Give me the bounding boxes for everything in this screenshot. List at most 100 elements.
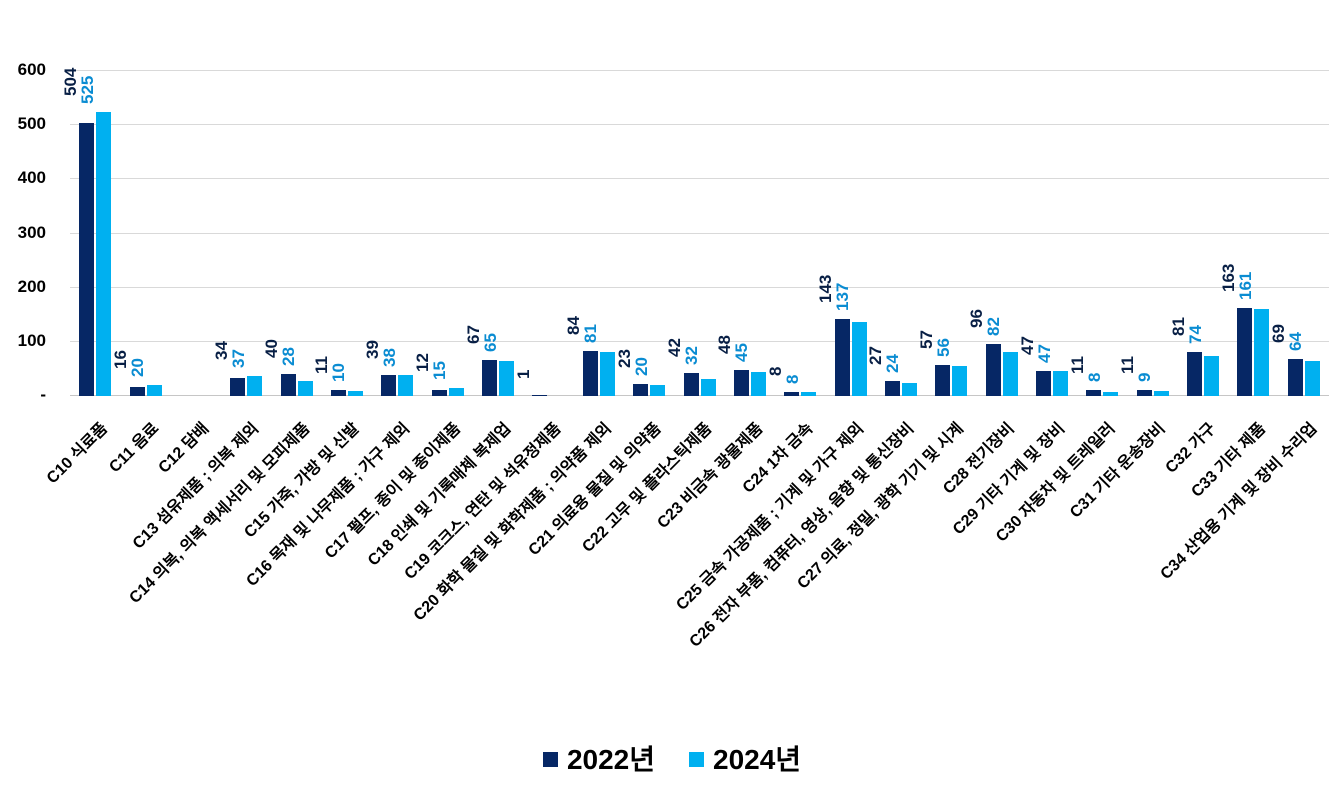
gridline [70,233,1329,234]
bar-value-label: 37 [229,349,248,368]
bar-value-label: 10 [329,363,348,382]
legend: 2022년 2024년 [0,740,1344,776]
bar-2024년 [449,388,464,396]
bar-value-label: 47 [1018,336,1037,355]
bar-2024년 [298,381,313,396]
legend-label-2022: 2022년 [566,744,655,775]
bar-2022년 [230,378,245,396]
bar-value-label: 32 [682,346,701,365]
bar-value-label: 8 [783,374,802,384]
bar-value-label: 161 [1236,271,1255,300]
bar-value-label: 65 [481,333,500,352]
bar-value-label: 143 [816,274,835,303]
bar-2024년 [499,361,514,396]
bar-value-label: 20 [128,358,147,377]
bar-2022년 [684,373,699,396]
bar-value-label: 8 [766,366,785,376]
bar-2022년 [885,381,900,396]
bar-value-label: 56 [934,338,953,357]
bar-2022년 [1036,371,1051,396]
bar-value-label: 39 [363,340,382,359]
bar-2024년 [852,322,867,396]
y-axis-tick-label: 500 [17,114,46,133]
bar-value-label: 47 [1035,344,1054,363]
bar-value-label: 57 [917,330,936,349]
bar-2024년 [1305,361,1320,396]
category-label: C10 식료품 [43,420,112,488]
bar-value-label: 11 [1118,356,1137,374]
bar-value-label: 81 [581,324,600,343]
bar-value-label: 16 [111,350,130,369]
bar-value-label: 11 [1068,356,1087,374]
bar-value-label: 38 [380,348,399,367]
bar-value-label: 67 [464,325,483,344]
gridline [70,70,1329,71]
bar-2024년 [751,372,766,396]
bar-2022년 [1288,359,1303,396]
bar-value-label: 82 [984,317,1003,336]
bar-2022년 [281,374,296,396]
bar-2022년 [381,375,396,396]
bar-value-label: 137 [833,282,852,311]
category-label: C25 금속 가공제품 ; 기계 및 가구 제외 [673,420,868,614]
bar-2024년 [1154,391,1169,396]
bar-2022년 [79,123,94,396]
bar-2024년 [348,391,363,396]
bar-2024년 [147,385,162,396]
bar-2022년 [835,319,850,396]
legend-label-2024: 2024년 [713,744,802,775]
bar-2024년 [1053,371,1068,396]
y-axis-tick-label: 300 [17,223,46,242]
bar-2022년 [331,390,346,396]
bar-value-label: 11 [312,356,331,374]
gridline [70,341,1329,342]
bar-value-label: 69 [1269,324,1288,343]
bar-2024년 [1254,309,1269,396]
category-label: C11 음료 [105,420,163,477]
y-axis-tick-label: 400 [17,168,46,187]
gridline [70,124,1329,125]
bar-value-label: 504 [61,67,80,96]
bar-value-label: 81 [1169,317,1188,336]
bar-2024년 [701,379,716,396]
bar-2022년 [1086,390,1101,396]
legend-swatch-2022 [542,751,558,767]
bar-2024년 [1103,392,1118,396]
bar-2022년 [432,390,447,396]
bar-2024년 [1204,356,1219,396]
y-axis-tick-label: - [40,385,46,404]
legend-item-2022: 2022년 [542,738,655,778]
bar-2022년 [1137,390,1152,396]
bar-value-label: 42 [665,338,684,357]
bar-value-label: 1 [514,369,533,379]
bar-value-label: 525 [78,75,97,104]
bar-2022년 [130,387,145,396]
bar-2022년 [1187,352,1202,396]
bar-value-label: 34 [212,341,231,360]
bar-2022년 [1237,308,1252,396]
y-axis-tick-label: 100 [17,331,46,350]
bar-2024년 [398,375,413,396]
bar-value-label: 48 [715,335,734,354]
bar-2024년 [650,385,665,396]
bar-2022년 [482,360,497,396]
bar-2022년 [633,384,648,396]
legend-swatch-2024 [689,751,704,767]
bar-value-label: 84 [564,316,583,335]
bar-value-label: 9 [1135,372,1154,382]
bar-2024년 [247,376,262,396]
bar-value-label: 8 [1085,372,1104,382]
bar-2024년 [902,383,917,396]
y-axis-tick-label: 200 [17,277,46,296]
bar-2022년 [734,370,749,396]
bar-2024년 [801,392,816,396]
category-label: C14 의복, 의복 액세서리 및 모피제품 [126,420,314,607]
bar-value-label: 28 [279,347,298,366]
bar-2022년 [935,365,950,396]
bar-value-label: 74 [1186,325,1205,344]
bar-2022년 [986,344,1001,396]
y-axis-tick-label: 600 [17,60,46,79]
bar-value-label: 12 [413,353,432,372]
gridline [70,178,1329,179]
